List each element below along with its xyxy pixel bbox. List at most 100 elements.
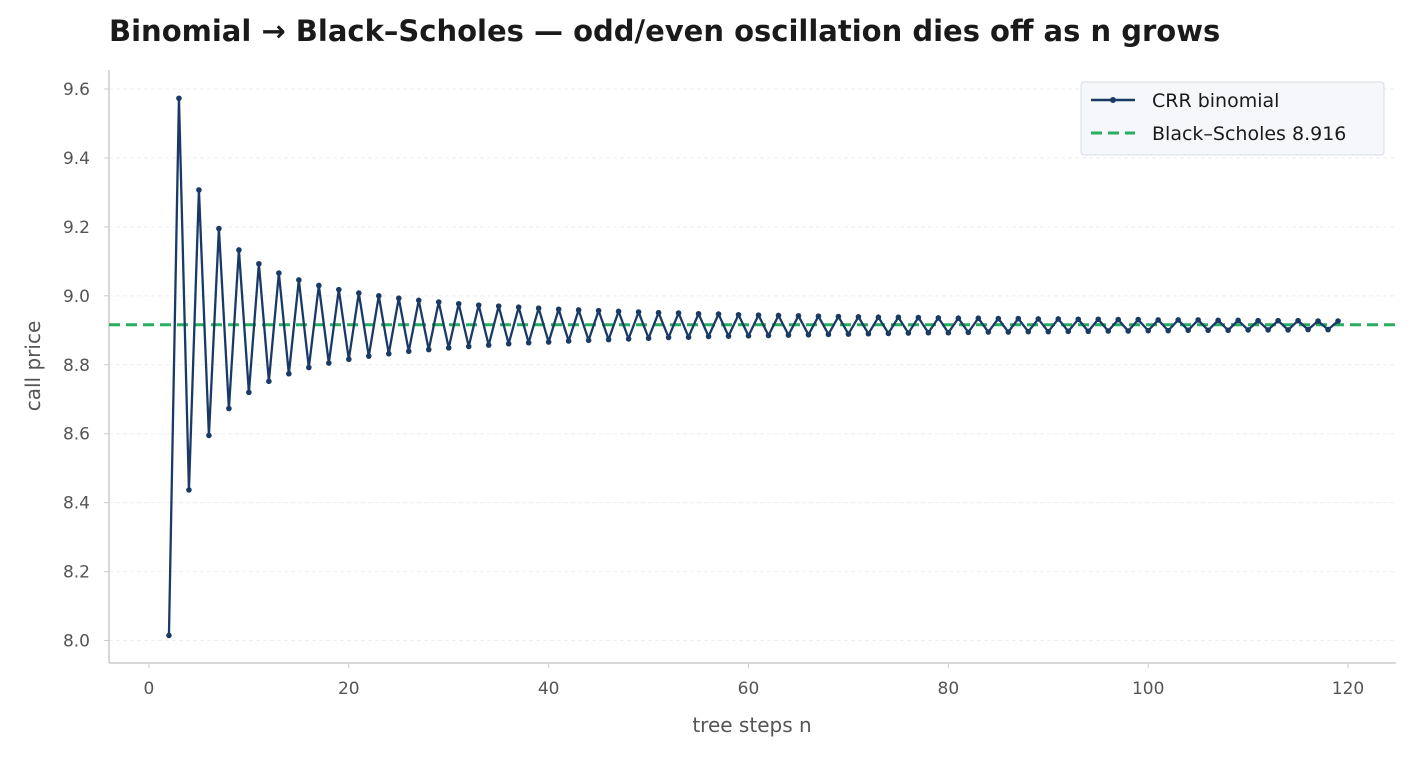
binomial-point: [745, 333, 752, 339]
grid-lines: [109, 88, 1396, 642]
x-tick-label: 80: [938, 679, 960, 699]
binomial-series-line: [167, 97, 1339, 636]
binomial-point: [435, 299, 442, 305]
binomial-point: [256, 260, 262, 267]
binomial-point: [955, 315, 962, 322]
binomial-point: [1095, 316, 1102, 323]
y-tick-label: 8.2: [63, 563, 90, 583]
binomial-point: [665, 334, 672, 341]
binomial-point: [625, 336, 632, 342]
axes: [108, 70, 1396, 664]
binomial-point: [246, 389, 252, 396]
binomial-point: [475, 302, 482, 308]
y-tick-label: 8.4: [63, 494, 90, 514]
binomial-point: [166, 632, 172, 639]
binomial-point: [855, 314, 862, 320]
binomial-point: [805, 331, 812, 338]
y-tick-label: 8.0: [63, 632, 90, 652]
binomial-point: [645, 335, 652, 342]
binomial-point: [216, 225, 222, 232]
binomial-point: [1235, 317, 1241, 324]
binomial-point: [615, 308, 622, 315]
binomial-point: [375, 293, 382, 299]
binomial-point: [1315, 318, 1321, 324]
binomial-point: [1155, 317, 1161, 323]
binomial-point: [735, 311, 742, 318]
binomial-point: [815, 313, 822, 319]
x-tick-label: 120: [1332, 679, 1364, 699]
binomial-point: [755, 312, 762, 318]
binomial-point: [1295, 317, 1301, 324]
binomial-point: [1215, 317, 1221, 324]
binomial-point: [226, 405, 232, 412]
y-tick-label: 9.2: [63, 218, 90, 238]
binomial-point: [1165, 327, 1171, 334]
binomial-point: [765, 332, 772, 339]
binomial-point: [176, 95, 182, 102]
binomial-point: [1195, 317, 1201, 323]
y-tick-label: 9.6: [63, 80, 90, 100]
binomial-point: [995, 315, 1002, 322]
binomial-point: [575, 307, 582, 313]
binomial-point: [1015, 315, 1022, 322]
binomial-point: [795, 313, 802, 319]
y-tick-label: 9.4: [63, 149, 90, 169]
binomial-point: [695, 310, 702, 317]
binomial-point: [525, 339, 532, 346]
binomial-point: [1245, 327, 1251, 333]
binomial-point: [875, 314, 882, 320]
x-tick-label: 20: [338, 679, 360, 699]
binomial-point: [1115, 316, 1122, 323]
binomial-point: [356, 290, 362, 296]
y-ticks: 8.0 8.2 8.4 8.6 8.8 9.0 9.2 9.4 9.6: [63, 80, 109, 652]
binomial-point: [445, 345, 452, 351]
legend-label-black-scholes: Black–Scholes 8.916: [1152, 123, 1346, 145]
binomial-point: [1045, 328, 1052, 335]
binomial-point: [945, 329, 952, 336]
binomial-point: [485, 342, 492, 348]
binomial-point: [935, 315, 942, 321]
binomial-point: [715, 311, 722, 317]
binomial-point: [845, 331, 852, 337]
binomial-point: [326, 360, 332, 366]
y-tick-label: 8.8: [63, 356, 90, 376]
x-tick-label: 60: [738, 679, 760, 699]
x-tick-label: 0: [144, 679, 155, 699]
binomial-point: [196, 187, 202, 193]
binomial-point: [725, 333, 732, 339]
binomial-point: [385, 350, 392, 357]
binomial-point: [675, 310, 682, 316]
binomial-point: [685, 334, 692, 340]
binomial-point: [825, 331, 832, 338]
binomial-point: [425, 346, 432, 353]
binomial-point: [585, 337, 592, 344]
binomial-point: [415, 297, 422, 304]
binomial-point: [985, 329, 992, 335]
x-tick-label: 100: [1132, 679, 1164, 699]
binomial-point: [395, 295, 402, 302]
binomial-point: [885, 330, 892, 337]
binomial-point: [655, 309, 662, 316]
binomial-point: [515, 304, 522, 311]
binomial-point: [1035, 316, 1042, 322]
binomial-point: [1325, 326, 1331, 333]
binomial-point: [495, 303, 502, 309]
binomial-point: [405, 348, 412, 355]
binomial-point: [635, 309, 642, 315]
x-ticks: 0 20 40 60 80 100 120: [144, 663, 1364, 699]
binomial-point: [1255, 317, 1261, 324]
legend: CRR binomial Black–Scholes 8.916: [1080, 81, 1385, 156]
binomial-point: [206, 432, 212, 439]
binomial-point: [965, 329, 972, 336]
binomial-point: [1065, 328, 1072, 335]
binomial-point: [545, 339, 552, 345]
binomial-point: [1175, 317, 1181, 323]
binomial-point: [1075, 316, 1082, 323]
binomial-point: [1185, 327, 1191, 334]
binomial-point: [336, 286, 342, 293]
binomial-point: [1125, 328, 1132, 334]
binomial-point: [785, 332, 792, 338]
binomial-point: [895, 314, 902, 320]
binomial-point: [565, 338, 572, 344]
